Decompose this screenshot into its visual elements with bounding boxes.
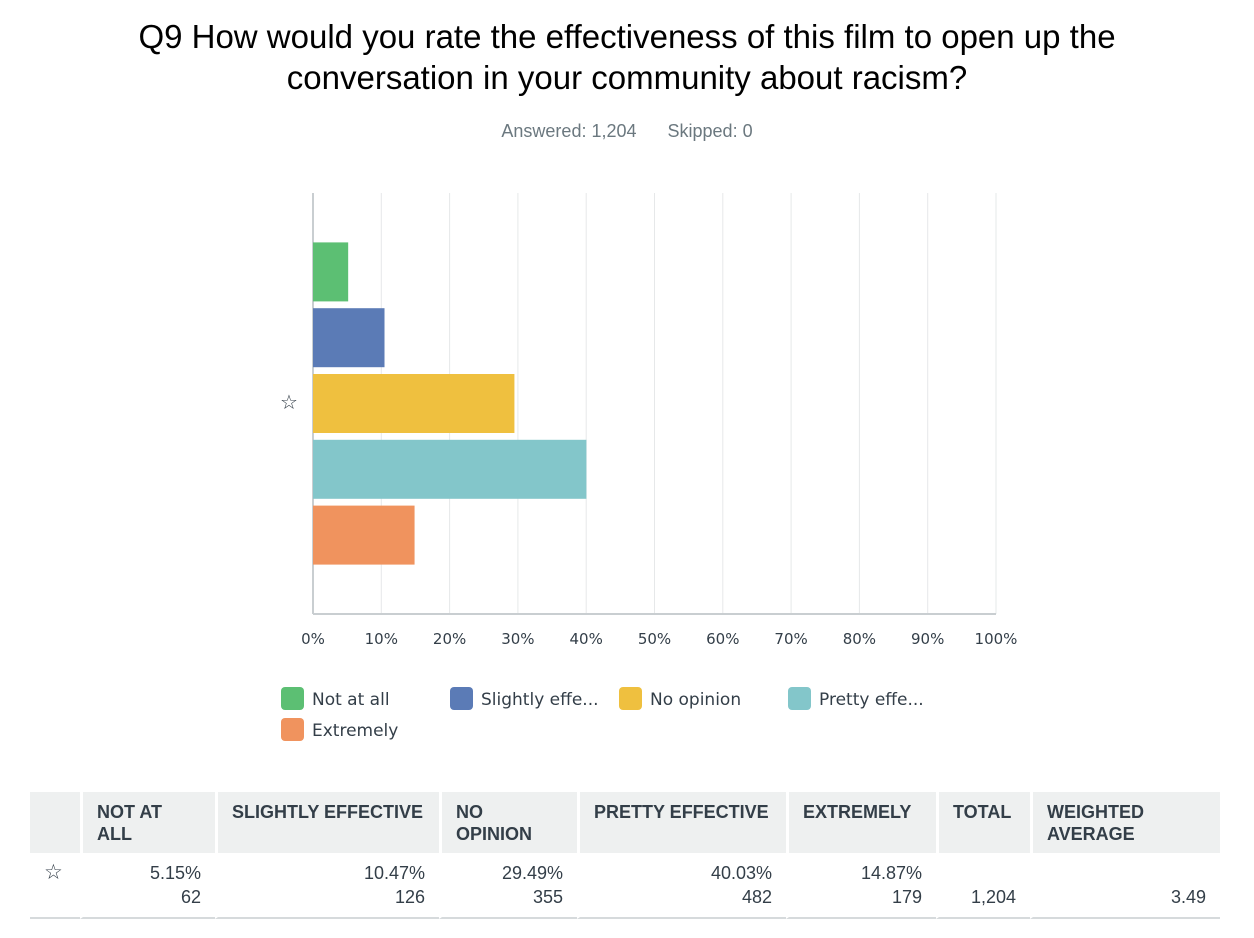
x-tick-label: 10% [365, 630, 398, 648]
header-blank [30, 792, 80, 853]
percent-value: 5.15% [149, 863, 201, 883]
results-table: NOT AT ALL SLIGHTLY EFFECTIVE NO OPINION… [30, 792, 1220, 919]
cell-total: 1,204 [936, 853, 1030, 919]
bar-not-at-all[interactable] [313, 242, 349, 302]
x-tick-label: 0% [301, 630, 325, 648]
x-tick-label: 100% [975, 630, 1018, 648]
legend-item: Not at all [281, 687, 390, 710]
x-axis-ticks: 0% 10% 20% 30% 40% 50% 60% 70% 80% 90% 100% [301, 630, 1017, 648]
percent-value: 29.49% [501, 863, 563, 883]
question-title: Q9 How would you rate the effectiveness … [138, 18, 1116, 96]
legend-item: Pretty effe... [788, 687, 924, 710]
header-not-at-all: NOT AT ALL [80, 792, 215, 853]
legend-swatch [281, 687, 304, 710]
chart-legend: Not at all Slightly effe... No opinion Pret… [281, 687, 924, 741]
count-value: 179 [891, 887, 922, 907]
skipped-count: Skipped: 0 [667, 121, 753, 141]
header-total: TOTAL [936, 792, 1030, 853]
percent-value: 40.03% [710, 863, 772, 883]
legend-label: Extremely [312, 721, 398, 741]
count-value: 62 [180, 887, 201, 907]
legend-label: Slightly effe... [481, 690, 599, 710]
cell-weighted-average: 3.49 [1030, 853, 1220, 919]
x-tick-label: 90% [911, 630, 944, 648]
x-tick-label: 40% [570, 630, 603, 648]
bar-pretty-effective[interactable] [313, 439, 587, 499]
x-tick-label: 80% [843, 630, 876, 648]
count-value: 126 [394, 887, 425, 907]
header-weighted-average: WEIGHTED AVERAGE [1030, 792, 1220, 853]
legend-swatch [281, 718, 304, 741]
table-header-row: NOT AT ALL SLIGHTLY EFFECTIVE NO OPINION… [30, 792, 1220, 853]
bar-extremely[interactable] [313, 505, 415, 565]
percent-value: 10.47% [363, 863, 425, 883]
bar-slightly-effective[interactable] [313, 308, 385, 368]
legend-label: Not at all [312, 690, 390, 710]
bar-no-opinion[interactable] [313, 374, 515, 433]
cell-no-opinion: 29.49% 355 [439, 853, 577, 919]
cell-pretty-effective: 40.03% 482 [577, 853, 786, 919]
star-icon[interactable]: ☆ [280, 392, 298, 414]
bar-chart: 0% 10% 20% 30% 40% 50% 60% 70% 80% 90% 100% Not at… [281, 193, 1017, 741]
legend-swatch [788, 687, 811, 710]
percent-value: 14.87% [860, 863, 922, 883]
x-tick-label: 20% [433, 630, 466, 648]
x-tick-label: 30% [501, 630, 534, 648]
legend-label: Pretty effe... [819, 690, 924, 710]
legend-item: No opinion [619, 687, 741, 710]
x-tick-label: 70% [774, 630, 807, 648]
answered-count: Answered: 1,204 [501, 121, 637, 141]
x-tick-label: 60% [706, 630, 739, 648]
legend-item: Slightly effe... [450, 687, 599, 710]
header-pretty-effective: PRETTY EFFECTIVE [577, 792, 786, 853]
header-slightly-effective: SLIGHTLY EFFECTIVE [215, 792, 439, 853]
cell-not-at-all: 5.15% 62 [80, 853, 215, 919]
cell-slightly-effective: 10.47% 126 [215, 853, 439, 919]
header-extremely: EXTREMELY [786, 792, 936, 853]
count-value: 355 [532, 887, 563, 907]
legend-swatch [619, 687, 642, 710]
star-icon[interactable]: ☆ [30, 853, 80, 919]
table-row: ☆ 5.15% 62 10.47% 126 29.49% 355 40.03% … [30, 853, 1220, 919]
response-summary: Answered: 1,204 Skipped: 0 [0, 121, 1254, 142]
legend-label: No opinion [650, 690, 741, 710]
x-tick-label: 50% [638, 630, 671, 648]
cell-extremely: 14.87% 179 [786, 853, 936, 919]
count-value: 482 [741, 887, 772, 907]
header-no-opinion: NO OPINION [439, 792, 577, 853]
chart-bars [313, 242, 587, 565]
legend-swatch [450, 687, 473, 710]
legend-item: Extremely [281, 718, 398, 741]
